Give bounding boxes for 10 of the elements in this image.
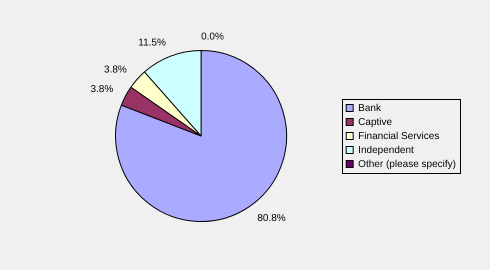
data-label: 80.8% xyxy=(257,212,286,224)
legend-label: Bank xyxy=(358,102,382,114)
data-label: 11.5% xyxy=(138,38,166,49)
legend-label: Captive xyxy=(358,116,393,128)
data-label: 3.8% xyxy=(104,64,127,76)
legend-label: Independent xyxy=(358,144,414,156)
text: 0.0% xyxy=(201,31,224,42)
legend-label: Other (please specify) xyxy=(358,158,456,170)
data-label: 3.8% xyxy=(90,84,114,96)
legend-label: Financial Services xyxy=(358,130,440,142)
